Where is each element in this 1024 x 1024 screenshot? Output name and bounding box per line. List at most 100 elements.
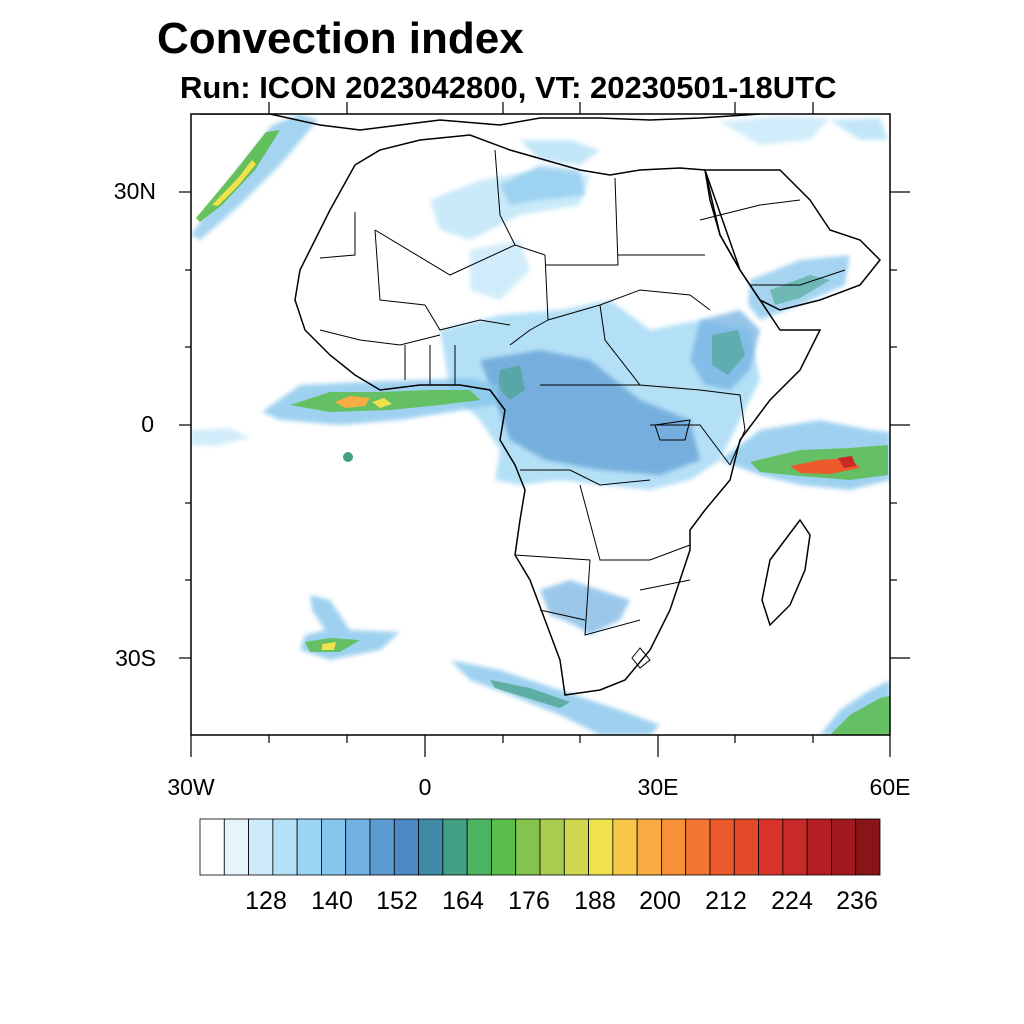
colorbar-swatch	[855, 818, 881, 876]
border-line	[654, 419, 691, 441]
colorbar-swatch	[539, 818, 565, 876]
convection-spot-gabon	[498, 365, 525, 400]
colorbar-label: 188	[574, 887, 616, 915]
border-line	[404, 345, 456, 385]
colorbar-swatch	[272, 818, 298, 876]
red-sea-line	[704, 169, 741, 271]
border-line	[319, 329, 441, 346]
colorbar-label: 128	[245, 887, 287, 915]
colorbar-label: 152	[376, 887, 418, 915]
colorbar-swatch	[733, 818, 759, 876]
border-line	[750, 269, 846, 286]
border-line	[509, 254, 549, 346]
country-borders	[319, 149, 846, 669]
border-line	[699, 199, 801, 221]
lon-label-60e: 60E	[869, 774, 911, 800]
border-line	[520, 469, 651, 486]
lon-label-30w: 30W	[167, 774, 215, 800]
colorbar-swatch	[466, 818, 492, 876]
border-line	[639, 579, 691, 591]
convection-area-west-equator	[191, 428, 250, 446]
colorbar-swatch	[491, 818, 517, 876]
colorbar-label: 224	[771, 887, 813, 915]
colorbar-label: 236	[836, 887, 878, 915]
convection-core-southern-ocean	[490, 680, 570, 708]
border-line	[424, 304, 511, 331]
colorbar-swatch	[248, 818, 274, 876]
colorbar-swatch	[806, 818, 832, 876]
colorbar-swatch	[296, 818, 322, 876]
convection-area-nw-atlantic	[191, 114, 318, 240]
border-line	[374, 229, 546, 276]
colorbar-swatch	[345, 818, 371, 876]
chart-title: Convection index	[157, 14, 524, 63]
border-line	[579, 484, 691, 561]
convection-core-nw-atlantic	[196, 130, 280, 222]
colorbar-swatch	[442, 818, 468, 876]
colorbar-swatch	[588, 818, 614, 876]
colorbar-label: 164	[442, 887, 484, 915]
convection-peak2-indian-ocean	[838, 456, 856, 468]
colorbar-label: 176	[508, 887, 550, 915]
colorbar-swatch	[636, 818, 662, 876]
convection-core-central-africa	[480, 350, 700, 475]
colorbar-swatch	[612, 818, 638, 876]
lat-label-0: 0	[141, 411, 154, 437]
border-line	[374, 229, 426, 306]
convection-peak-south-atlantic	[322, 642, 336, 650]
colorbar-swatch	[685, 818, 711, 876]
colorbar-label: 212	[705, 887, 747, 915]
colorbar-swatch	[831, 818, 857, 876]
border-line	[319, 212, 356, 259]
colorbar-swatch	[661, 818, 687, 876]
convection-area-libya	[500, 165, 585, 205]
axis-ticks	[179, 102, 910, 757]
madagascar-coastline	[761, 518, 811, 627]
colorbar-swatch	[418, 818, 444, 876]
africa-coastline	[294, 134, 822, 696]
colorbar-label: 200	[639, 887, 681, 915]
border-line	[539, 609, 586, 621]
convection-core-ethiopia	[712, 330, 745, 375]
border-line	[699, 389, 746, 466]
convection-peak-gulf-of-guinea	[335, 396, 370, 408]
colorbar-swatch	[515, 818, 541, 876]
border-line	[514, 554, 641, 636]
coastlines	[200, 114, 882, 696]
colorbar-swatch	[321, 818, 347, 876]
chart-subtitle: Run: ICON 2023042800, VT: 20230501-18UTC	[180, 70, 837, 105]
colorbar-label: 140	[311, 887, 353, 915]
colorbar-swatch	[369, 818, 395, 876]
border-line	[599, 304, 701, 391]
colorbar	[199, 818, 881, 876]
convection-peak2-gulf-of-guinea	[372, 398, 392, 408]
convection-core-arabia	[770, 275, 830, 305]
convection-peak-nw-atlantic	[212, 160, 256, 206]
colorbar-swatch	[223, 818, 249, 876]
convection-field	[191, 114, 890, 735]
europe-coastline	[200, 114, 761, 131]
convection-area-mediterranean	[520, 140, 600, 165]
convection-area-caspian	[830, 118, 888, 140]
border-line	[631, 647, 651, 669]
convection-spot-atlantic	[343, 452, 353, 462]
convection-area-chad	[470, 240, 530, 300]
convection-area-turkey	[720, 116, 830, 145]
lat-label-30s: 30S	[115, 645, 156, 671]
convection-area-southern-africa	[540, 580, 630, 635]
colorbar-swatch	[563, 818, 589, 876]
arabia-coastline	[704, 169, 882, 311]
colorbar-swatch	[709, 818, 735, 876]
colorbar-swatch	[199, 818, 225, 876]
lon-label-30e: 30E	[637, 774, 679, 800]
colorbar-swatch	[393, 818, 419, 876]
border-line	[547, 289, 711, 321]
colorbar-swatch	[782, 818, 808, 876]
border-line	[494, 149, 516, 246]
lon-label-0: 0	[418, 774, 432, 800]
border-line	[650, 424, 731, 466]
colorbar-swatch	[758, 818, 784, 876]
convection-core-se-corner	[830, 696, 890, 735]
border-line	[545, 177, 619, 266]
